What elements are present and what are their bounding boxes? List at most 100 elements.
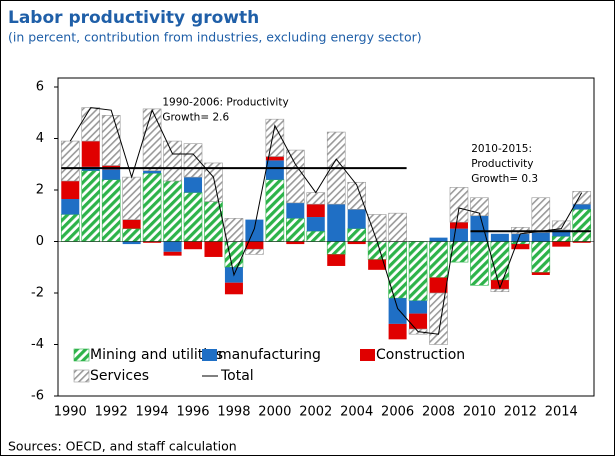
bar-segment: [163, 241, 182, 252]
legend-label: Total: [220, 368, 254, 384]
bar-segment: [347, 241, 366, 245]
bar-segment: [286, 241, 305, 245]
bar-segment: [572, 241, 591, 243]
annotation: 1990-2006: Productivity: [162, 96, 288, 108]
bar-segment: [122, 176, 141, 220]
legend-label: Mining and utilities: [90, 347, 223, 363]
bar-segment: [531, 272, 550, 275]
bar-segment: [551, 220, 571, 231]
bar-segment: [470, 197, 489, 217]
bar-segment: [81, 107, 101, 142]
y-tick-label: -6: [31, 389, 44, 404]
bar-segment: [409, 313, 428, 330]
bar-segment: [552, 229, 571, 237]
legend-swatch: [360, 349, 375, 361]
bar-segment: [60, 214, 80, 242]
bar-segment: [265, 179, 285, 242]
bar-segment: [163, 140, 182, 182]
bar-segment: [286, 218, 305, 242]
bar-segment: [142, 172, 162, 242]
bar-segment: [142, 108, 162, 171]
legend-swatch: [73, 348, 90, 362]
bar-segment: [61, 199, 80, 215]
bar-segment: [531, 232, 550, 242]
bar-segment: [327, 204, 346, 242]
y-tick-label: 0: [36, 234, 44, 249]
bar-segment: [388, 212, 407, 242]
bar-segment: [143, 170, 162, 174]
x-tick-label: 2008: [422, 405, 455, 420]
bar-segment: [143, 241, 162, 243]
bar-segment: [449, 222, 468, 229]
bar-segment: [490, 288, 510, 293]
x-tick-label: 2010: [463, 405, 496, 420]
bar-segment: [81, 170, 101, 242]
x-tick-label: 2004: [340, 405, 373, 420]
bar-segment: [122, 241, 141, 245]
x-tick-label: 1990: [54, 405, 87, 420]
bar-segment: [102, 169, 121, 180]
bar-segment: [511, 244, 530, 250]
y-tick-label: 4: [36, 131, 44, 146]
annotation: Growth= 0.3: [471, 173, 538, 185]
x-tick-label: 2002: [299, 405, 332, 420]
x-tick-label: 1992: [95, 405, 128, 420]
bar-segment: [490, 233, 509, 242]
bar-segment: [552, 241, 571, 247]
bar-segment: [306, 217, 325, 232]
bar-segment: [224, 282, 243, 295]
bar-segment: [449, 228, 468, 242]
bar-segment: [572, 204, 591, 210]
bar-segment: [347, 228, 366, 242]
x-tick-label: 2012: [504, 405, 537, 420]
legend-label: manufacturing: [218, 347, 321, 363]
bar-segment: [490, 280, 509, 290]
x-tick-label: 1998: [217, 405, 250, 420]
legend-swatch: [202, 349, 217, 361]
bar-segment: [347, 209, 366, 229]
x-tick-label: 2000: [258, 405, 291, 420]
bar-segment: [163, 251, 182, 256]
bar-segment: [490, 241, 510, 281]
chart-subtitle: (in percent, contribution from industrie…: [8, 30, 422, 45]
bar-segment: [245, 248, 264, 255]
bar-segment: [551, 236, 571, 242]
legend-swatch: [73, 369, 90, 383]
legend-label: Services: [90, 368, 149, 384]
bar-segment: [429, 277, 448, 293]
bar-segment: [184, 241, 203, 250]
bar-segment: [101, 179, 121, 242]
bar-segment: [388, 241, 407, 299]
bar-segment: [306, 230, 326, 242]
bar-segment: [409, 300, 428, 314]
bar-segment: [429, 237, 448, 242]
bar-segment: [163, 180, 182, 242]
bar-segment: [184, 177, 203, 193]
bar-segment: [326, 241, 346, 255]
bar-segment: [367, 241, 387, 260]
y-tick-label: 6: [36, 80, 44, 95]
x-tick-label: 1994: [136, 405, 169, 420]
bar-segment: [367, 214, 387, 242]
plot-frame: [57, 77, 595, 397]
bar-segment: [388, 323, 407, 340]
bar-segment: [449, 187, 469, 223]
total-line: [69, 107, 583, 335]
bar-segment: [122, 219, 141, 229]
legend-label: Construction: [376, 347, 465, 363]
bar-segment: [306, 192, 326, 205]
bar-segment: [265, 160, 284, 180]
bar-segment: [245, 219, 264, 242]
bar-segment: [81, 141, 100, 167]
annotation: Productivity: [471, 158, 533, 170]
annotation: Growth= 2.6: [162, 111, 229, 123]
bar-segment: [204, 241, 223, 257]
bar-segment: [429, 292, 448, 345]
y-tick-label: -4: [31, 337, 44, 352]
bar-segment: [347, 181, 366, 210]
bar-segment: [122, 228, 141, 242]
bar-segment: [101, 115, 121, 166]
bar-segment: [61, 180, 80, 200]
bar-segment: [470, 241, 489, 286]
